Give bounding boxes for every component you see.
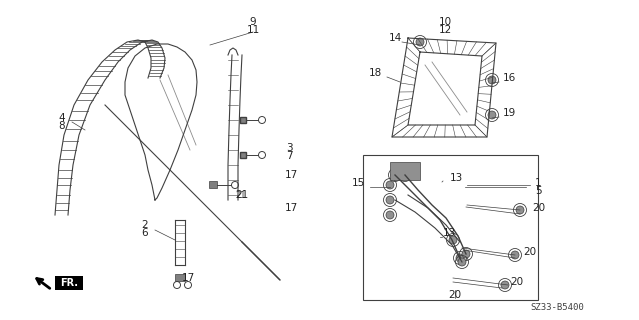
Circle shape [501,281,509,289]
Text: 20: 20 [532,203,545,213]
Text: 17: 17 [285,203,298,213]
Text: 7: 7 [286,151,293,161]
Circle shape [449,236,457,244]
Bar [209,181,217,188]
Text: 6: 6 [141,228,148,238]
Circle shape [462,250,470,258]
Circle shape [458,258,466,266]
Circle shape [511,251,519,259]
Text: 2: 2 [141,220,148,230]
Text: 21: 21 [235,190,245,199]
Bar [240,117,246,123]
Text: FR.: FR. [60,278,78,288]
Text: 12: 12 [438,25,452,35]
Text: 15: 15 [351,178,365,188]
Circle shape [386,211,394,219]
Circle shape [516,206,524,214]
Text: 1: 1 [535,178,542,188]
Text: 3: 3 [286,143,293,153]
Text: 14: 14 [389,33,402,43]
Text: 5: 5 [535,186,542,196]
Text: 13: 13 [443,228,456,238]
Text: 4: 4 [58,113,65,123]
Text: 17: 17 [181,273,195,283]
Circle shape [456,254,464,262]
Circle shape [401,171,409,179]
Text: 17: 17 [285,170,298,180]
Text: 13: 13 [450,173,463,183]
Text: 11: 11 [247,25,259,35]
Text: 8: 8 [58,121,65,131]
Text: 19: 19 [503,108,516,118]
Text: 20: 20 [449,290,461,300]
Circle shape [391,171,399,179]
Bar [363,155,538,300]
Text: 10: 10 [438,17,452,27]
Bar [390,162,420,180]
Text: SZ33-B5400: SZ33-B5400 [530,303,584,313]
Circle shape [386,196,394,204]
Text: 9: 9 [250,17,256,27]
Bar [240,152,246,158]
Circle shape [488,76,496,84]
Circle shape [416,38,424,46]
Text: 20: 20 [523,247,536,257]
Circle shape [488,111,496,119]
Bar [55,276,83,290]
Text: 18: 18 [369,68,382,78]
Text: 20: 20 [510,277,523,287]
Circle shape [386,181,394,189]
Bar [175,274,185,281]
Text: 21: 21 [235,190,248,200]
Text: 16: 16 [503,73,516,83]
